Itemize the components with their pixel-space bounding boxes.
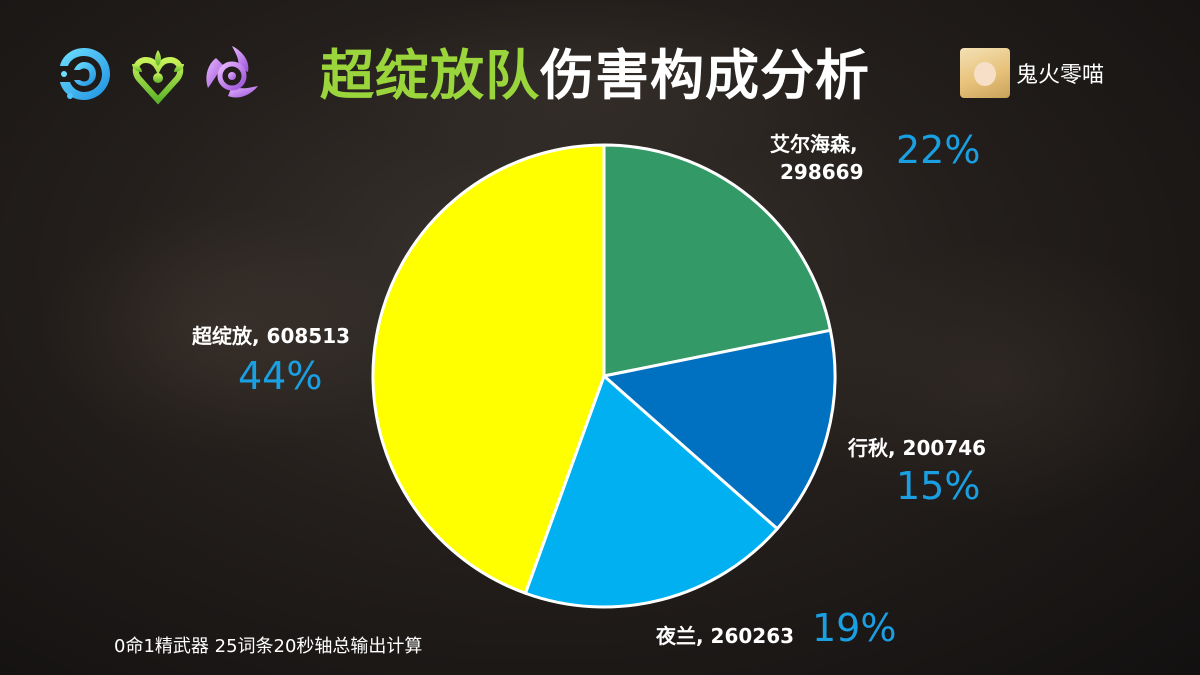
- pie-slice-alhaitham: [602, 143, 832, 378]
- hydro-element-icon: [60, 48, 110, 100]
- page-title: 超绽放队伤害构成分析: [320, 40, 870, 112]
- slice-label-alhaitham: 艾尔海森,: [770, 132, 858, 156]
- slice-percent-xingqiu: 15%: [896, 464, 981, 508]
- slice-label-yelan: 夜兰, 260263: [656, 624, 795, 648]
- footnote: 0命1精武器 25词条20秒轴总输出计算: [114, 636, 423, 657]
- slice-label-xingqiu: 行秋, 200746: [848, 436, 987, 460]
- title-accent: 超绽放队: [320, 44, 540, 107]
- slice-label-bloom: 超绽放, 608513: [192, 324, 351, 348]
- slice-value-alhaitham: 298669: [780, 160, 864, 184]
- dendro-element-icon: [132, 50, 184, 105]
- slice-percent-bloom: 44%: [238, 354, 323, 398]
- slice-percent-alhaitham: 22%: [896, 128, 981, 172]
- title-rest: 伤害构成分析: [540, 44, 870, 107]
- author-name: 鬼火零喵: [1016, 63, 1105, 88]
- avatar: [960, 48, 1010, 98]
- slice-percent-yelan: 19%: [812, 606, 897, 650]
- author-badge: 鬼火零喵: [960, 48, 1104, 98]
- element-icons: [52, 42, 264, 106]
- electro-element-icon: [206, 46, 258, 98]
- pie-slice-bloom: [371, 143, 606, 595]
- pie-slice-yelan: [523, 374, 779, 609]
- pie-slice-xingqiu: [602, 328, 837, 531]
